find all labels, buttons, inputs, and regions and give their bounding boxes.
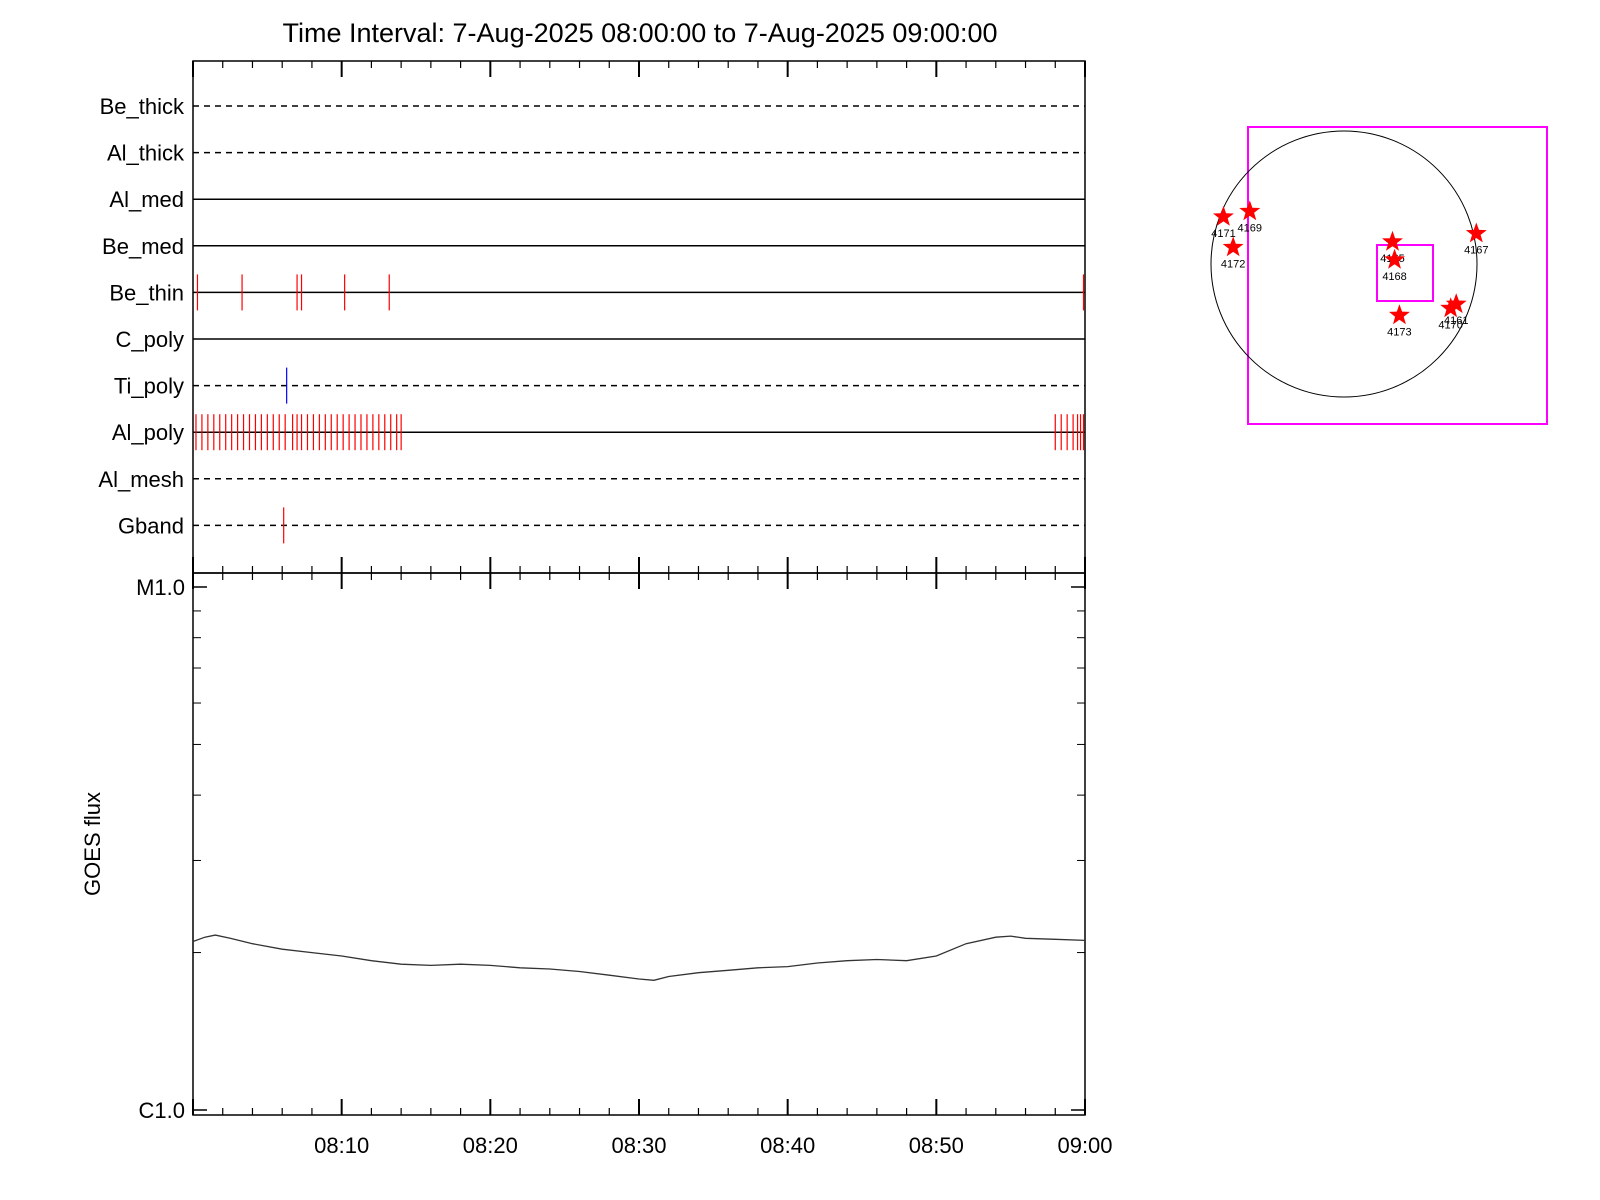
x-tick-label: 08:30 [611, 1133, 666, 1158]
goes-y-axis-label: GOES flux [80, 792, 105, 896]
track-label: Be_thick [100, 94, 185, 119]
active-regions: 417141694172416541684167417341704161 [1211, 200, 1489, 338]
x-tick-label: 08:50 [909, 1133, 964, 1158]
active-region-4161: 4161 [1444, 293, 1468, 327]
outer-fov-box [1247, 126, 1548, 425]
y-tick-label: M1.0 [136, 575, 185, 600]
track-gband: Gband [118, 507, 1085, 544]
sun-map: 417141694172416541684167417341704161 [1210, 126, 1548, 425]
goes-x-tick-labels: 08:10 08:20 08:30 08:40 08:50 09:00 [314, 1133, 1112, 1158]
goes-ticks [192, 573, 1086, 1115]
track-label: Al_poly [112, 420, 184, 445]
goes-y-tick-labels: M1.0 C1.0 [136, 575, 185, 1123]
active-region-4170: 4170 [1438, 297, 1463, 331]
region-label: 4169 [1238, 222, 1262, 234]
region-label: 4168 [1382, 271, 1406, 283]
track-label: Al_thick [107, 141, 185, 166]
timeline-frame [192, 60, 1086, 574]
track-al-thick: Al_thick [107, 141, 1085, 166]
active-region-4167: 4167 [1464, 222, 1489, 257]
track-ti-poly: Ti_poly [114, 367, 1085, 404]
goes-flux-series [192, 934, 1086, 981]
star-icon [1440, 297, 1462, 318]
track-c-poly: C_poly [116, 327, 1085, 352]
track-be-med: Be_med [102, 234, 1085, 259]
track-label: Al_med [109, 187, 184, 212]
goes-flux-line [192, 934, 1086, 981]
solar-limb [1210, 130, 1478, 398]
star-icon [1389, 304, 1410, 325]
track-label: Gband [118, 513, 184, 538]
track-be-thick: Be_thick [100, 94, 1085, 119]
track-al-med: Al_med [109, 187, 1085, 212]
filter-tracks: Be_thick Al_thick Al_med Be_med Be_thin C_pol… [98, 94, 1085, 544]
track-al-mesh: Al_mesh [98, 467, 1085, 492]
track-label: Be_thin [109, 280, 184, 305]
goes-flux-panel: M1.0C1.0 08:10 08:20 08:30 08:40 08:50 09:00 … [80, 572, 1113, 1158]
x-tick-label: 08:20 [463, 1133, 518, 1158]
track-be-thin: Be_thin [109, 274, 1085, 311]
active-region-4171: 4171 [1211, 205, 1236, 240]
region-label: 4173 [1387, 326, 1411, 338]
chart-title: Time Interval: 7-Aug-2025 08:00:00 to 7-… [283, 18, 998, 48]
star-icon [1465, 222, 1487, 243]
region-label: 4172 [1221, 258, 1245, 270]
track-label: Be_med [102, 234, 184, 259]
x-tick-label: 08:40 [760, 1133, 815, 1158]
inner-fov-box [1376, 244, 1434, 302]
goes-frame [192, 572, 1086, 1116]
region-label: 4161 [1444, 315, 1468, 327]
active-region-4173: 4173 [1387, 304, 1412, 338]
region-label: 4167 [1464, 245, 1488, 257]
region-label: 4171 [1211, 228, 1235, 240]
star-icon [1382, 230, 1403, 251]
track-al-poly: Al_poly [112, 414, 1085, 451]
x-tick-label: 09:00 [1057, 1133, 1112, 1158]
active-region-4172: 4172 [1221, 236, 1245, 270]
star-icon [1445, 293, 1467, 314]
track-label: Ti_poly [114, 374, 184, 399]
active-region-4169: 4169 [1238, 200, 1262, 234]
x-tick-label: 08:10 [314, 1133, 369, 1158]
track-label: C_poly [116, 327, 184, 352]
filter-timeline-panel: Be_thick Al_thick Al_med Be_med Be_thin C_pol… [98, 60, 1086, 574]
star-icon [1213, 205, 1234, 226]
star-icon [1239, 200, 1261, 221]
track-label: Al_mesh [98, 467, 184, 492]
region-label: 4170 [1438, 319, 1462, 331]
star-icon [1222, 236, 1244, 257]
star-icon [1384, 248, 1405, 269]
y-tick-label: C1.0 [139, 1098, 185, 1123]
active-region-4168: 4168 [1382, 248, 1407, 283]
timeline-ticks [192, 61, 1086, 573]
